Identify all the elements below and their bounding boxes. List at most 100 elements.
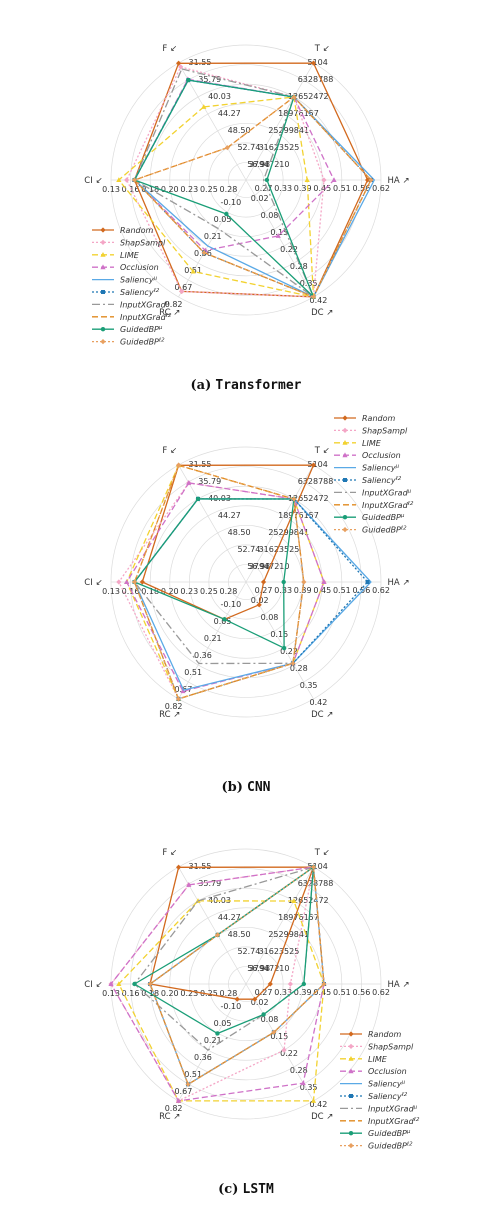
axis-label-ci: CI ↙ <box>84 980 102 990</box>
series-point <box>180 688 186 694</box>
legend-marker <box>342 452 348 458</box>
series-point <box>261 1012 266 1017</box>
tick-label: 0.82 <box>165 300 183 309</box>
tick-label: 0.22 <box>280 1049 298 1058</box>
legend-marker <box>348 1043 354 1049</box>
legend-marker <box>348 1056 354 1061</box>
series-point <box>291 94 297 100</box>
series-point <box>310 1098 317 1103</box>
legend: Random ShapSampl LIME Occlusion Saliencyμ Sal… <box>92 226 172 347</box>
axis-label-t: T ↙ <box>314 446 330 456</box>
legend-label: GuidedBPℓ2 <box>368 1142 413 1151</box>
tick-label: 0.51 <box>184 1070 202 1079</box>
legend-label: ShapSampl <box>368 1042 414 1051</box>
series-point <box>108 981 114 986</box>
series-point <box>365 580 370 584</box>
tick-label: 0.23 <box>180 185 198 194</box>
legend-label: Saliencyℓ2 <box>362 476 402 485</box>
legend-label: ShapSampl <box>362 426 408 435</box>
radar-chart-lstm: 31.55 35.79 40.03 44.27 48.50 52.74 56.98 F ↙ 51… <box>0 804 492 1176</box>
legend-label: GuidedBPμ <box>120 325 163 334</box>
legend-label: GuidedBPℓ2 <box>120 338 165 347</box>
series-point <box>124 579 130 584</box>
legend-label: Occlusion <box>368 1067 407 1076</box>
tick-label: 5104 <box>308 862 328 871</box>
tick-label: 0.62 <box>372 184 390 193</box>
legend-label: Occlusion <box>120 263 159 272</box>
tick-label: 0.28 <box>290 262 308 271</box>
legend-marker <box>100 239 106 245</box>
tick-label: 48.50 <box>228 126 251 135</box>
tick-label: 5104 <box>308 58 328 67</box>
legend: Random ShapSampl LIME Occlusion Saliencyμ Sal… <box>340 1030 420 1151</box>
axis-label-t: T ↙ <box>314 44 330 54</box>
tick-label: 37947210 <box>249 964 290 973</box>
grid-spoke <box>245 464 314 583</box>
series-point <box>301 579 307 585</box>
series-point <box>321 579 327 584</box>
legend-label: LIME <box>368 1055 388 1064</box>
series-point <box>368 177 374 183</box>
tick-label: 0.21 <box>204 232 222 241</box>
tick-label: 0.21 <box>204 1036 222 1045</box>
series-point <box>116 579 122 585</box>
tick-label: -0.10 <box>221 600 242 609</box>
tick-label: 52.74 <box>237 143 260 152</box>
tick-label: 0.42 <box>310 1100 328 1109</box>
grid-spoke <box>178 983 247 1102</box>
series-point <box>234 996 240 1002</box>
tick-label: 0.82 <box>165 1104 183 1113</box>
series-point <box>190 268 196 274</box>
tick-label: 0.18 <box>141 587 159 596</box>
axis-label-dc: DC ↗ <box>311 308 333 318</box>
tick-label: 31.55 <box>189 862 212 871</box>
grid-spoke <box>245 179 314 298</box>
legend-marker <box>348 1143 354 1149</box>
axis-label-ha: HA ↗ <box>388 578 410 588</box>
grid-spoke <box>245 581 314 700</box>
radar-grid <box>110 446 382 718</box>
tick-label: 6328788 <box>298 75 334 84</box>
axis-label-rc: RC ↗ <box>159 710 180 720</box>
tick-label: 0.45 <box>313 184 331 193</box>
legend-label: ShapSampl <box>120 238 166 247</box>
axis-label-ci: CI ↙ <box>84 578 102 588</box>
series-point <box>222 617 227 622</box>
tick-label: 0.05 <box>214 215 232 224</box>
legend-label: Saliencyℓ2 <box>368 1092 408 1101</box>
legend-label: Saliencyℓ2 <box>120 288 160 297</box>
tick-label: 0.23 <box>180 989 198 998</box>
tick-label: 18976157 <box>278 511 319 520</box>
series-point <box>291 496 297 502</box>
series-point <box>185 1081 191 1087</box>
grid-spoke <box>245 983 314 1102</box>
tick-label: 52.74 <box>237 947 260 956</box>
series-point <box>331 177 337 182</box>
radar-chart-transformer: 31.55 35.79 40.03 44.27 48.50 52.74 56.98 F ↙ 51… <box>0 0 492 372</box>
series-point <box>131 579 138 585</box>
tick-label: 0.15 <box>270 228 288 237</box>
tick-label: 35.79 <box>198 477 221 486</box>
tick-label: 0.67 <box>174 283 192 292</box>
tick-label: 56.98 <box>247 160 270 169</box>
tick-label: 0.45 <box>313 586 331 595</box>
caption-cnn: (b) CNN <box>0 780 492 795</box>
tick-label: 0.27 <box>255 184 273 193</box>
tick-label: 0.62 <box>372 586 390 595</box>
caption-label: (a) <box>190 378 212 393</box>
tick-label: 31.55 <box>189 58 212 67</box>
tick-label: 0.13 <box>102 989 120 998</box>
legend-marker <box>100 339 106 345</box>
caption-label: (b) <box>221 780 243 795</box>
tick-label: 35.79 <box>198 75 221 84</box>
legend-label: InputXGradℓ2 <box>120 313 172 322</box>
legend-label: Random <box>368 1030 402 1039</box>
tick-label: 0.28 <box>290 664 308 673</box>
tick-label: 12652472 <box>288 92 329 101</box>
legend-label: LIME <box>120 251 140 260</box>
tick-label: 18976157 <box>278 913 319 922</box>
legend-marker <box>342 415 348 421</box>
legend-marker <box>342 427 348 433</box>
tick-label: -0.10 <box>221 198 242 207</box>
